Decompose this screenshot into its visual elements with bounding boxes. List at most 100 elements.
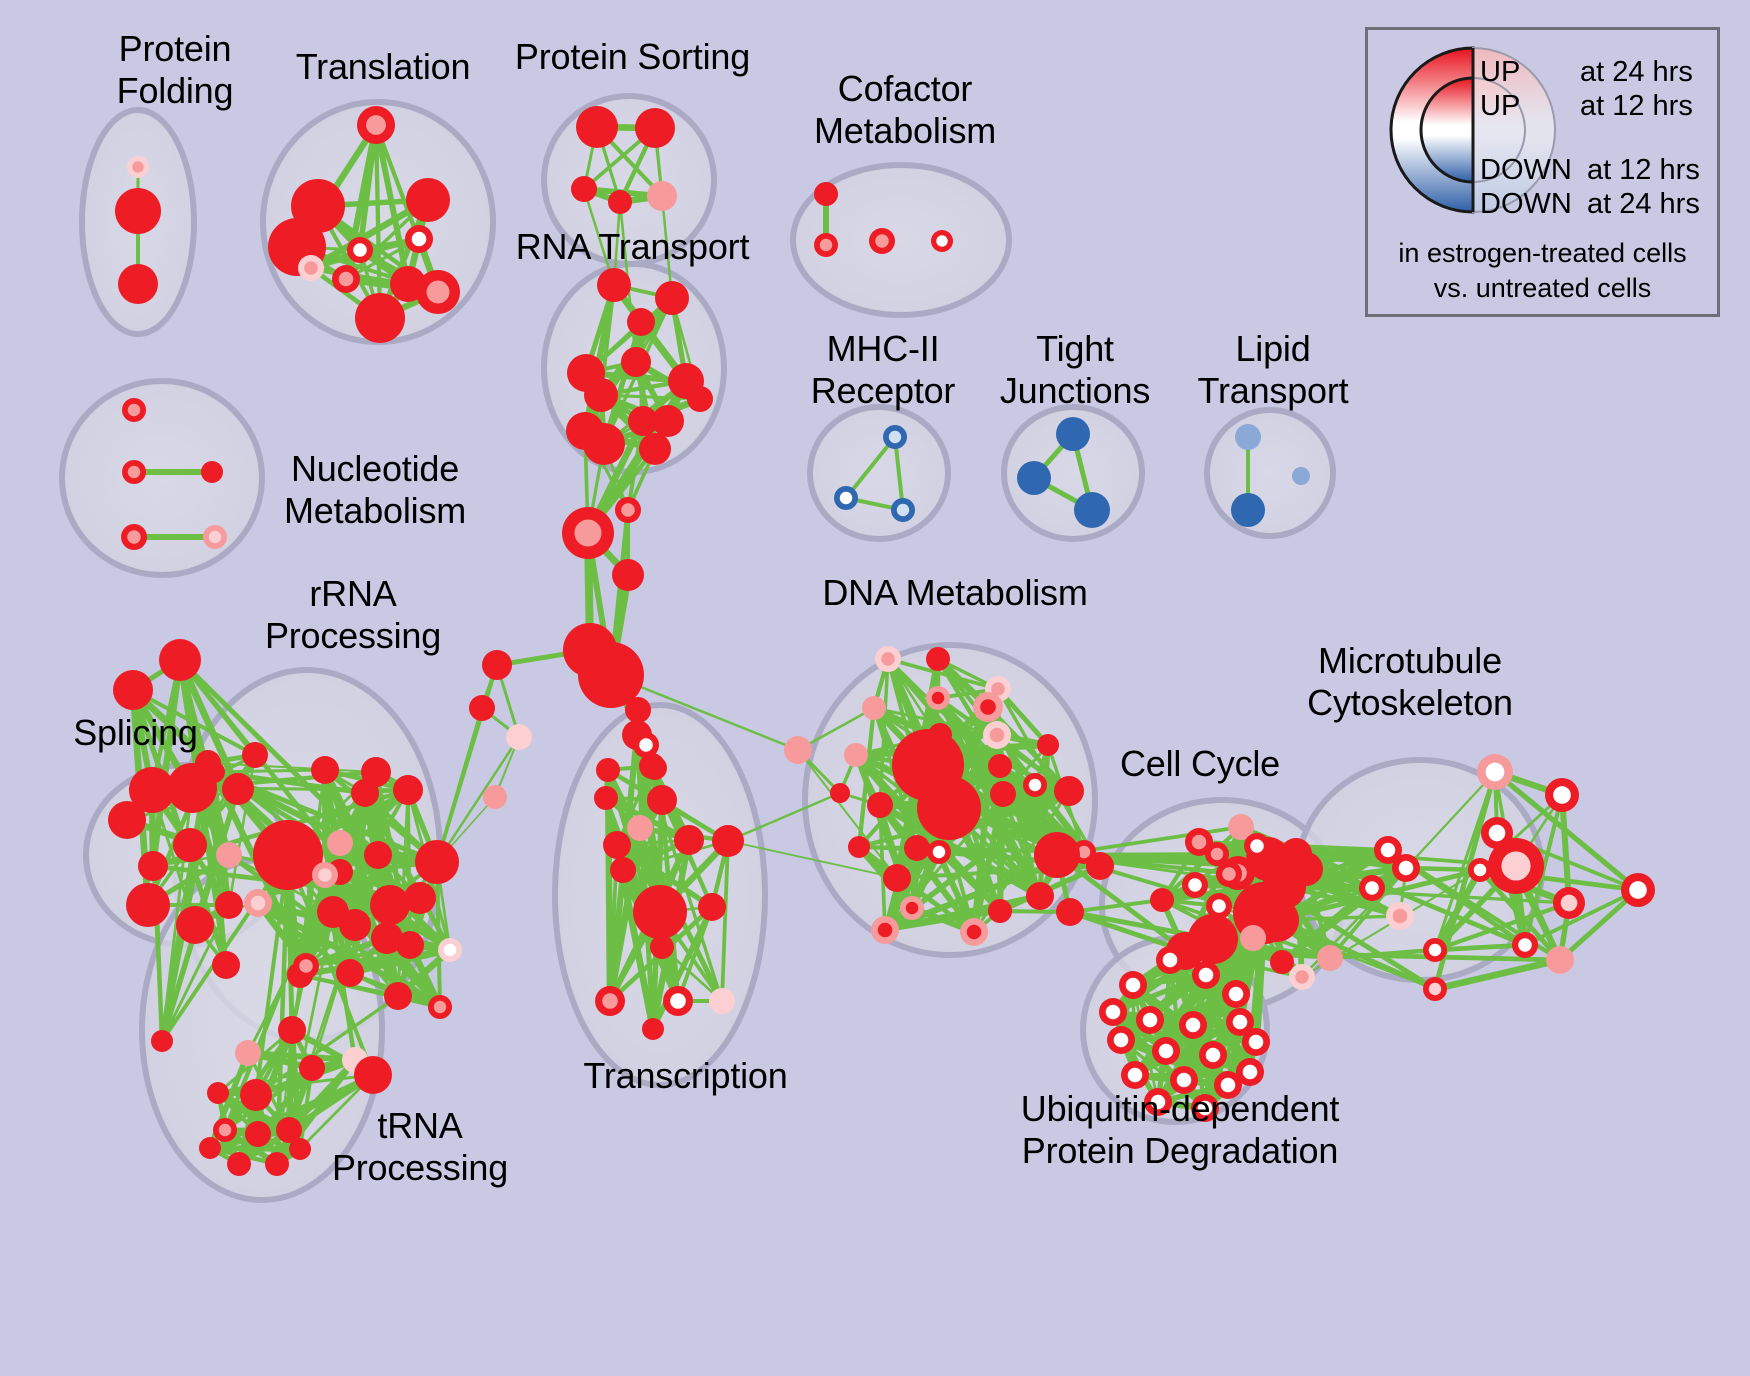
network-node[interactable] — [199, 1137, 221, 1159]
network-node[interactable] — [1216, 861, 1242, 887]
network-node[interactable] — [1152, 1037, 1180, 1065]
network-node[interactable] — [1222, 980, 1250, 1008]
network-node[interactable] — [621, 347, 651, 377]
network-node[interactable] — [875, 646, 901, 672]
network-node[interactable] — [126, 883, 170, 927]
network-node[interactable] — [1037, 734, 1059, 756]
network-node[interactable] — [227, 1152, 251, 1176]
network-node[interactable] — [1034, 832, 1080, 878]
network-node[interactable] — [904, 835, 930, 861]
network-node[interactable] — [293, 953, 319, 979]
network-node[interactable] — [215, 891, 243, 919]
network-node[interactable] — [122, 460, 146, 484]
network-node[interactable] — [862, 696, 886, 720]
network-node[interactable] — [627, 815, 653, 841]
network-node[interactable] — [311, 756, 339, 784]
network-node[interactable] — [1206, 893, 1232, 919]
network-node[interactable] — [983, 721, 1011, 749]
network-node[interactable] — [603, 831, 631, 859]
network-node[interactable] — [438, 938, 462, 962]
network-node[interactable] — [1359, 875, 1385, 901]
network-node[interactable] — [1188, 914, 1238, 964]
network-node[interactable] — [127, 156, 149, 178]
network-node[interactable] — [647, 785, 677, 815]
network-node[interactable] — [635, 108, 675, 148]
network-node[interactable] — [687, 386, 713, 412]
network-node[interactable] — [608, 190, 632, 214]
network-node[interactable] — [159, 639, 201, 681]
network-node[interactable] — [415, 840, 459, 884]
network-node[interactable] — [406, 178, 450, 222]
network-node[interactable] — [1191, 1094, 1219, 1122]
network-node[interactable] — [176, 906, 214, 944]
network-node[interactable] — [129, 767, 175, 813]
network-node[interactable] — [213, 1118, 237, 1142]
network-node[interactable] — [108, 801, 146, 839]
network-node[interactable] — [235, 1040, 261, 1066]
network-node[interactable] — [278, 1016, 306, 1044]
network-node[interactable] — [1553, 887, 1585, 919]
network-node[interactable] — [1512, 932, 1538, 958]
network-node[interactable] — [960, 918, 988, 946]
network-node[interactable] — [405, 225, 433, 253]
network-node[interactable] — [393, 775, 423, 805]
network-node[interactable] — [627, 308, 655, 336]
network-node[interactable] — [709, 988, 735, 1014]
network-node[interactable] — [625, 697, 651, 723]
network-node[interactable] — [891, 498, 915, 522]
network-node[interactable] — [639, 433, 671, 465]
network-node[interactable] — [594, 786, 618, 810]
network-node[interactable] — [1242, 1028, 1270, 1056]
network-node[interactable] — [1228, 814, 1254, 840]
network-node[interactable] — [867, 792, 893, 818]
network-node[interactable] — [883, 864, 911, 892]
network-node[interactable] — [610, 857, 636, 883]
network-node[interactable] — [151, 1030, 173, 1052]
network-node[interactable] — [647, 181, 677, 211]
network-node[interactable] — [253, 820, 323, 890]
network-node[interactable] — [370, 885, 410, 925]
network-node[interactable] — [1270, 950, 1294, 974]
network-node[interactable] — [1099, 998, 1127, 1026]
network-node[interactable] — [1468, 858, 1492, 882]
network-node[interactable] — [844, 743, 868, 767]
network-node[interactable] — [1386, 902, 1414, 930]
network-node[interactable] — [834, 486, 858, 510]
network-node[interactable] — [1054, 776, 1084, 806]
network-node[interactable] — [633, 885, 687, 939]
network-node[interactable] — [299, 1055, 325, 1081]
network-node[interactable] — [1023, 773, 1047, 797]
network-node[interactable] — [1289, 964, 1315, 990]
network-node[interactable] — [814, 233, 838, 257]
network-node[interactable] — [1292, 467, 1310, 485]
network-node[interactable] — [871, 916, 899, 944]
network-node[interactable] — [596, 758, 620, 782]
network-node[interactable] — [927, 840, 951, 864]
network-node[interactable] — [1317, 945, 1343, 971]
network-node[interactable] — [339, 909, 371, 941]
network-node[interactable] — [988, 754, 1012, 778]
network-node[interactable] — [1226, 1008, 1254, 1036]
network-node[interactable] — [814, 182, 838, 206]
network-node[interactable] — [1244, 833, 1270, 859]
network-node[interactable] — [597, 268, 631, 302]
network-node[interactable] — [628, 406, 658, 436]
network-node[interactable] — [245, 1121, 271, 1147]
network-node[interactable] — [1144, 1088, 1172, 1116]
network-node[interactable] — [1156, 946, 1184, 974]
network-node[interactable] — [404, 882, 436, 914]
network-node[interactable] — [1231, 493, 1265, 527]
network-node[interactable] — [482, 650, 512, 680]
network-node[interactable] — [203, 761, 225, 783]
network-node[interactable] — [201, 461, 223, 483]
network-node[interactable] — [1255, 898, 1299, 942]
network-node[interactable] — [276, 1117, 302, 1143]
network-node[interactable] — [584, 378, 618, 412]
network-node[interactable] — [371, 922, 403, 954]
network-node[interactable] — [1423, 977, 1447, 1001]
network-node[interactable] — [1179, 1011, 1207, 1039]
network-node[interactable] — [1150, 888, 1174, 912]
network-node[interactable] — [973, 692, 1003, 722]
network-node[interactable] — [115, 188, 161, 234]
network-node[interactable] — [784, 736, 812, 764]
